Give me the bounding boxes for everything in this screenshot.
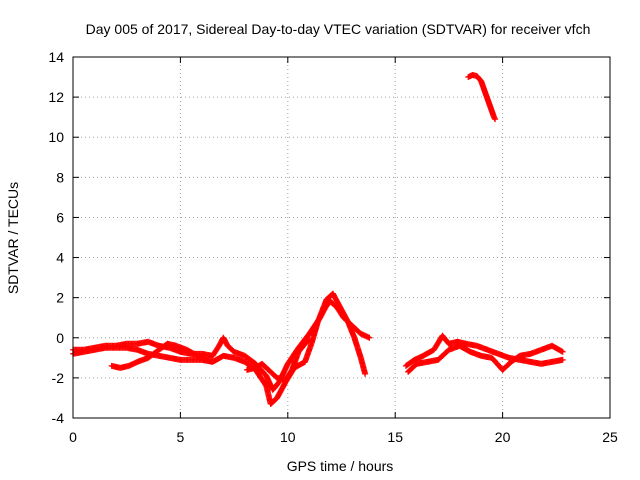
x-tick-label: 0 bbox=[69, 429, 77, 445]
series-sat-track-4 bbox=[243, 336, 313, 383]
data-point bbox=[362, 370, 369, 377]
y-tick-label: 4 bbox=[56, 250, 64, 266]
y-tick-label: 8 bbox=[56, 169, 64, 185]
chart-title: Day 005 of 2017, Sidereal Day-to-day VTE… bbox=[86, 21, 591, 37]
series-sat-track-7 bbox=[465, 72, 499, 123]
y-axis-label: SDTVAR / TECUs bbox=[5, 182, 21, 294]
x-axis-label: GPS time / hours bbox=[287, 458, 394, 474]
y-tick-label: 10 bbox=[48, 129, 64, 145]
y-tick-label: 6 bbox=[56, 209, 64, 225]
plot-frame bbox=[72, 56, 611, 419]
data-point bbox=[492, 116, 499, 123]
series-sat-track-3 bbox=[108, 340, 212, 371]
y-tick-label: 0 bbox=[56, 330, 64, 346]
axis-ticks: 0 5 10 15 20 25 -4 -2 0 2 4 6 8 10 12 14 bbox=[48, 49, 618, 445]
grid bbox=[73, 57, 610, 418]
series-sat-track-6 bbox=[405, 342, 566, 375]
data-points bbox=[70, 72, 566, 407]
y-tick-label: 2 bbox=[56, 290, 64, 306]
y-tick-label: 12 bbox=[48, 89, 64, 105]
data-point bbox=[366, 334, 373, 341]
data-point bbox=[205, 356, 212, 363]
y-tick-label: -2 bbox=[52, 370, 65, 386]
x-tick-label: 15 bbox=[387, 429, 403, 445]
data-point bbox=[306, 336, 313, 343]
x-tick-label: 20 bbox=[495, 429, 511, 445]
data-point bbox=[559, 348, 566, 355]
y-tick-label: 14 bbox=[48, 49, 64, 65]
x-tick-label: 10 bbox=[280, 429, 296, 445]
data-point bbox=[305, 337, 312, 344]
y-tick-label: -4 bbox=[52, 410, 65, 426]
x-tick-label: 5 bbox=[177, 429, 185, 445]
data-point bbox=[559, 356, 566, 363]
x-tick-label: 25 bbox=[602, 429, 618, 445]
